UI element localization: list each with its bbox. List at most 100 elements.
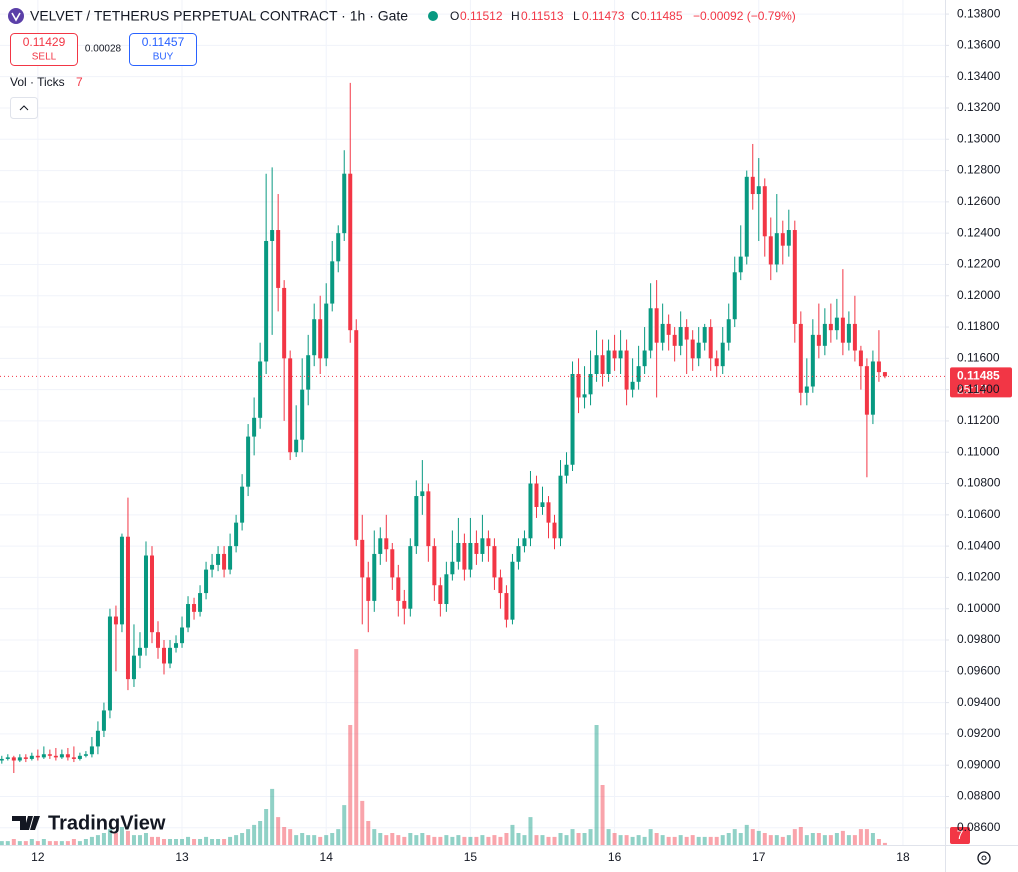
- candle-body: [216, 553, 221, 565]
- last-price-label: 0.11485: [957, 369, 1000, 383]
- y-tick-label: 0.13200: [957, 100, 1001, 114]
- ohlc-label: L: [573, 9, 580, 23]
- candle-body: [17, 757, 22, 761]
- candle-body: [762, 186, 767, 237]
- y-tick-label: 0.08600: [957, 820, 1001, 834]
- candle-body: [558, 475, 563, 539]
- y-tick-label: 0.11200: [957, 413, 1000, 427]
- y-tick-label: 0.10000: [957, 601, 1001, 615]
- candle-body: [708, 327, 713, 359]
- candle-body: [372, 553, 377, 601]
- candle-body: [65, 754, 70, 758]
- candle-body: [618, 350, 623, 359]
- candle-body: [41, 754, 46, 758]
- y-tick-label: 0.12400: [957, 225, 1001, 239]
- volume-bar: [384, 835, 389, 845]
- candle-body: [336, 233, 341, 262]
- volume-bar: [432, 836, 437, 845]
- candle-body: [564, 464, 569, 476]
- candle-body: [450, 561, 455, 575]
- volume-bar: [198, 839, 203, 845]
- market-status[interactable]: [428, 11, 438, 21]
- volume-bar: [29, 839, 34, 845]
- candle-body: [738, 256, 743, 273]
- collapse-button[interactable]: [10, 97, 38, 119]
- candle-body: [174, 643, 179, 648]
- volume-bar: [684, 836, 689, 845]
- candle-body: [786, 230, 791, 246]
- candle-body: [600, 355, 605, 374]
- candle-body: [456, 542, 461, 562]
- candle-body: [486, 538, 491, 547]
- volume-bar: [23, 841, 28, 845]
- y-tick-label: 0.09600: [957, 663, 1001, 677]
- sell-button[interactable]: [10, 33, 78, 66]
- candle-body: [462, 542, 467, 570]
- candle-body: [402, 600, 407, 609]
- candle-body: [113, 616, 118, 625]
- candle-body: [684, 327, 689, 340]
- volume-bar: [390, 833, 395, 845]
- candle-body: [714, 358, 719, 367]
- volume-bar: [113, 833, 118, 845]
- candle-body: [534, 483, 539, 507]
- volume-bar: [210, 839, 215, 845]
- volume-bar: [498, 836, 503, 845]
- volume-bar: [576, 833, 581, 845]
- volume-bar: [582, 833, 587, 845]
- volume-bar: [294, 835, 299, 845]
- candle-body: [732, 272, 737, 320]
- volume-bar: [119, 827, 124, 845]
- y-tick-label: 0.10200: [957, 570, 1001, 584]
- volume-bar: [540, 835, 545, 845]
- candle-body: [426, 491, 431, 547]
- volume-bar: [306, 835, 311, 845]
- volume-bar: [678, 835, 683, 845]
- settings-icon[interactable]: [977, 851, 991, 865]
- candle-body: [612, 350, 617, 359]
- volume-bar: [252, 824, 257, 845]
- collapse-icon: [19, 105, 29, 111]
- volume-bar: [282, 827, 287, 845]
- volume-bar: [95, 835, 100, 845]
- volume-bar: [450, 836, 455, 845]
- symbol-title[interactable]: VELVET / TETHERUS PERPETUAL CONTRACT · 1…: [30, 8, 408, 24]
- countdown: 25:17: [957, 383, 987, 397]
- sell-price: 0.11429: [23, 35, 66, 49]
- candle-body: [101, 710, 106, 731]
- volume-bar: [107, 829, 112, 845]
- buy-button[interactable]: [129, 33, 197, 66]
- candle-body: [258, 361, 263, 418]
- candle-body: [696, 342, 701, 359]
- candle-body: [137, 647, 142, 656]
- candle-body: [180, 627, 185, 644]
- candle-body: [348, 173, 353, 331]
- ohlc-label: C: [631, 9, 640, 23]
- y-tick-label: 0.10600: [957, 507, 1001, 521]
- candle-body: [864, 366, 869, 415]
- candle-body: [95, 730, 100, 747]
- candle-body: [0, 758, 4, 761]
- volume-bar: [336, 829, 341, 845]
- volume-bar: [774, 835, 779, 845]
- volume-bar: [516, 833, 521, 845]
- y-tick-label: 0.12600: [957, 194, 1001, 208]
- volume-bar: [312, 835, 317, 845]
- candle-body: [5, 757, 10, 759]
- volume-bar: [720, 835, 725, 845]
- volume-bar: [402, 836, 407, 845]
- candle-body: [11, 757, 16, 761]
- volume-bar: [270, 788, 275, 845]
- candle-body: [354, 330, 359, 540]
- candle-body: [846, 323, 851, 343]
- volume-bar: [330, 833, 335, 845]
- volume-bar: [618, 835, 623, 845]
- volume-bar: [162, 839, 167, 845]
- volume-bar: [59, 841, 64, 845]
- indicator-name[interactable]: Vol · Ticks: [10, 75, 65, 89]
- volume-bar: [486, 836, 491, 845]
- volume-bar: [510, 824, 515, 845]
- y-tick-label: 0.10400: [957, 538, 1001, 552]
